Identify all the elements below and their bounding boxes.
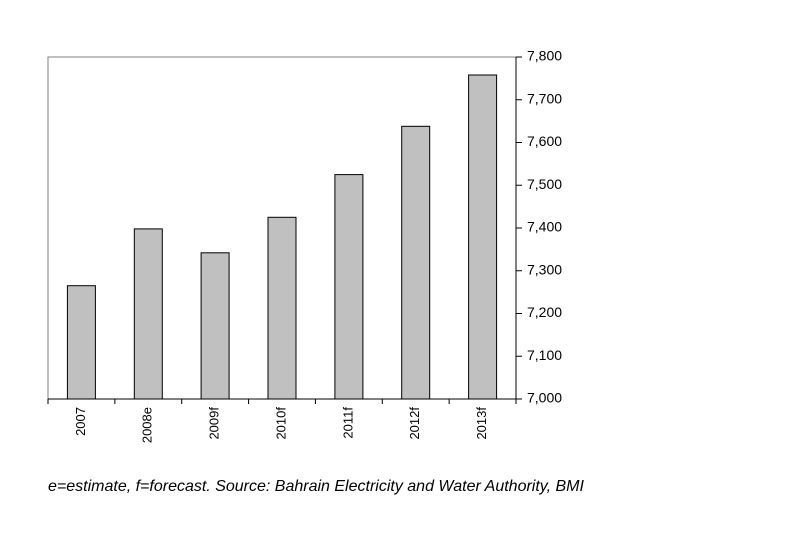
y-tick-label: 7,300 <box>527 261 562 277</box>
bar-2007 <box>66 285 96 400</box>
chart-caption: e=estimate, f=forecast. Source: Bahrain … <box>48 478 584 495</box>
x-tick-label-2011f: 2011f <box>340 407 355 439</box>
x-axis: 2007 2008e 2009f 2010f 2011f 2012f 2013f <box>47 398 517 443</box>
bar-2013f <box>468 74 498 400</box>
bars-group <box>66 74 498 400</box>
y-tick-label: 7,500 <box>527 176 562 192</box>
x-tick-label-2012f: 2012f <box>407 407 422 440</box>
y-tick-label: 7,100 <box>527 347 562 363</box>
bar-2010f <box>267 216 297 400</box>
x-tick-label-2007: 2007 <box>73 407 88 436</box>
x-tick-label-2010f: 2010f <box>273 407 288 440</box>
bar-2008e <box>133 228 163 400</box>
y-tick-label: 7,400 <box>527 219 562 235</box>
y-tick-label: 7,800 <box>527 48 562 64</box>
y-tick-label: 7,000 <box>527 390 562 406</box>
bar-2009f <box>200 252 230 400</box>
x-tick-label-2008e: 2008e <box>140 407 155 443</box>
bar-2012f <box>401 125 431 400</box>
x-tick-label-2013f: 2013f <box>474 407 489 440</box>
x-tick-label-2009f: 2009f <box>207 407 222 440</box>
y-tick-label: 7,200 <box>527 304 562 320</box>
y-tick-label: 7,600 <box>527 133 562 149</box>
y-tick-label: 7,700 <box>527 90 562 106</box>
bar-2011f <box>334 174 364 400</box>
y-axis: 7,000 7,100 7,200 7,300 7,400 7,500 7,600 7,700… <box>515 48 562 406</box>
bar-chart: 2007 2008e 2009f 2010f 2011f 2012f 2013f 7,000… <box>47 48 562 443</box>
